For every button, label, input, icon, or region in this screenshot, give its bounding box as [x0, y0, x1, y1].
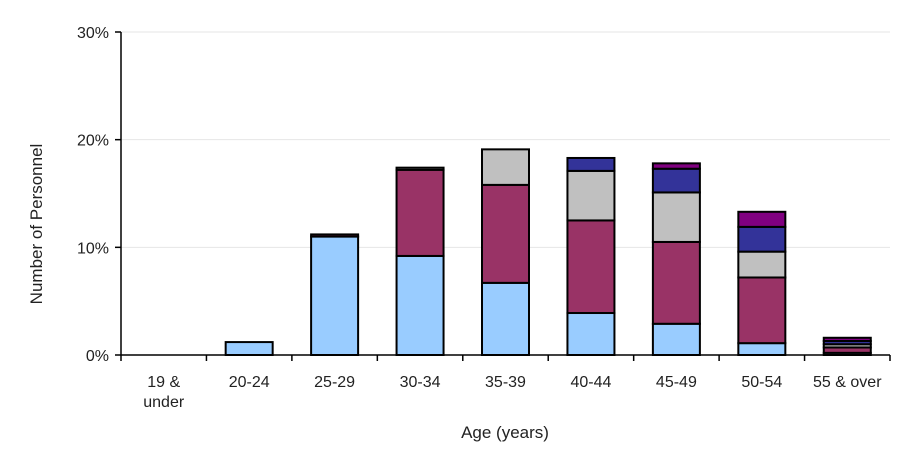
- x-ticks: 19 & under 20-24 25-29 30-34 35-39 40-44 45-49 5…: [120, 355, 891, 411]
- y-tick-label: 30%: [77, 25, 109, 42]
- bar-segment: [395, 166, 445, 171]
- bar-segment: [481, 281, 530, 357]
- bar-segment: [395, 254, 445, 357]
- x-tick-label: 20-24: [229, 374, 270, 391]
- bar-segment: [737, 276, 787, 345]
- bar-segment: [481, 183, 530, 284]
- bar-segment: [651, 322, 701, 357]
- x-tick-label: 30-34: [400, 374, 441, 391]
- bar-segment: [566, 169, 616, 222]
- bar-segment: [566, 156, 616, 172]
- x-tick-label: 25-29: [314, 374, 355, 391]
- axes: [120, 32, 890, 356]
- x-tick-label: 45-49: [656, 374, 697, 391]
- bar-segment: [395, 168, 445, 257]
- bar-segment: [737, 210, 787, 228]
- bar-segment: [737, 342, 787, 357]
- y-axis-label: Number of Personnel: [27, 144, 46, 305]
- x-axis-label: Age (years): [461, 423, 549, 442]
- bar-segment: [651, 191, 701, 243]
- bar-segment: [651, 162, 701, 170]
- bars: [224, 148, 872, 357]
- x-tick-label: 40-44: [570, 374, 611, 391]
- bar-segment: [310, 235, 360, 356]
- bar-segment: [822, 336, 872, 343]
- y-tick-label: 0%: [86, 348, 109, 365]
- x-tick-label: 35-39: [485, 374, 526, 391]
- bar-segment: [651, 240, 701, 325]
- x-tick-label: 50-54: [741, 374, 782, 391]
- bar-segment: [651, 167, 701, 194]
- x-tick-label: 19 & under: [143, 374, 185, 411]
- y-ticks: 0% 10% 20% 30%: [77, 25, 121, 365]
- y-tick-label: 10%: [77, 240, 109, 257]
- bar-segment: [737, 250, 787, 279]
- bar-segment: [737, 225, 787, 253]
- bar-segment: [566, 219, 616, 315]
- y-tick-label: 20%: [77, 133, 109, 150]
- bar-segment: [481, 148, 530, 186]
- bar-segment: [224, 341, 274, 356]
- bar-segment: [566, 312, 616, 357]
- x-tick-label: 55 & over: [813, 374, 882, 391]
- bar-segment: [310, 233, 360, 238]
